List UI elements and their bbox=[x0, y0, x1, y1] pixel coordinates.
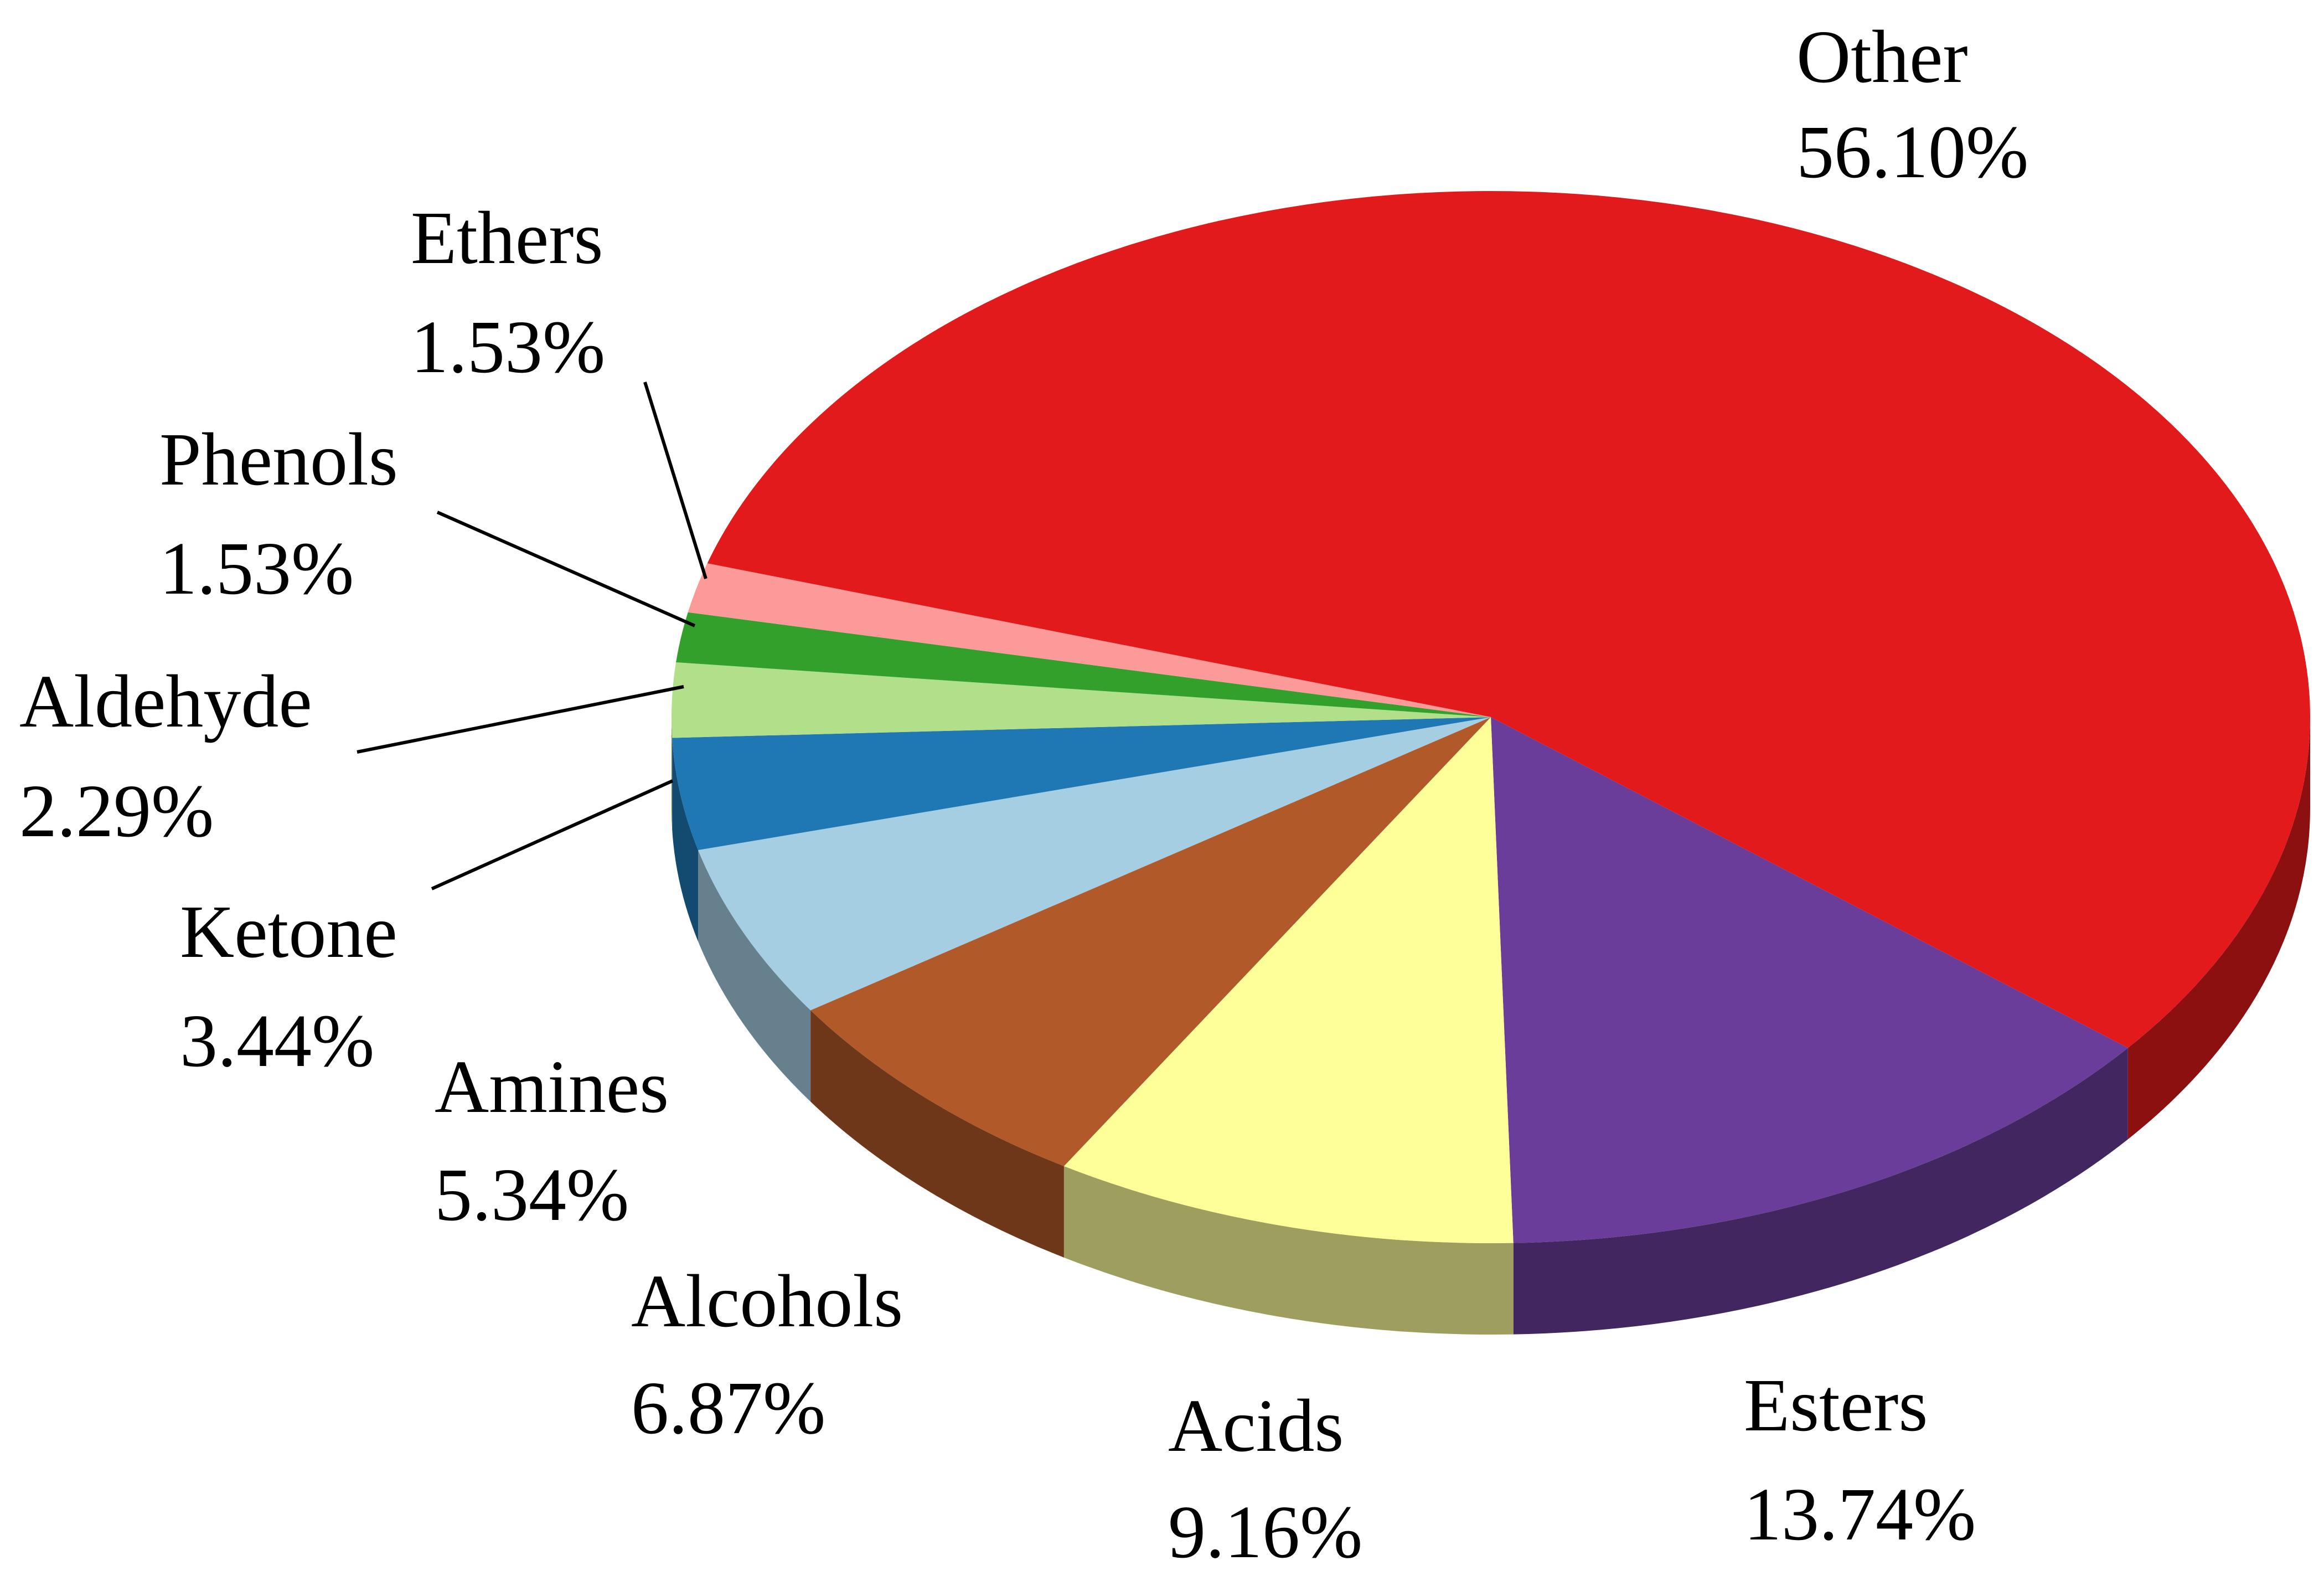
leader-line-ketone bbox=[431, 779, 674, 890]
slice-alcohols bbox=[810, 717, 1491, 1166]
pie-depth-layer bbox=[672, 717, 2310, 1335]
slice-name-esters: Esters bbox=[1744, 1364, 1928, 1447]
slice-value-phenols: 1.53% bbox=[159, 527, 354, 610]
slice-side-amines bbox=[698, 850, 811, 1102]
slice-label-alcohols: Alcohols 6.87% bbox=[631, 1260, 903, 1450]
slice-ethers bbox=[688, 563, 1491, 717]
slice-side-alcohols bbox=[810, 1010, 1064, 1258]
slice-name-phenols: Phenols bbox=[159, 418, 398, 501]
slice-acids bbox=[1063, 717, 1514, 1243]
leader-line-phenols bbox=[436, 511, 696, 627]
slice-name-aldehyde: Aldehyde bbox=[19, 660, 312, 743]
leader-lines bbox=[357, 382, 707, 890]
slice-name-ethers: Ethers bbox=[411, 197, 603, 280]
slice-value-alcohols: 6.87% bbox=[631, 1367, 825, 1450]
slice-value-ketone: 3.44% bbox=[180, 1000, 374, 1083]
slice-phenols bbox=[676, 612, 1491, 717]
slice-side-ketone bbox=[672, 738, 699, 942]
slice-value-aldehyde: 2.29% bbox=[19, 770, 214, 853]
slice-label-aldehyde: Aldehyde 2.29% bbox=[19, 660, 312, 853]
slice-name-ketone: Ketone bbox=[180, 890, 397, 974]
slice-name-alcohols: Alcohols bbox=[631, 1260, 903, 1343]
slice-label-phenols: Phenols 1.53% bbox=[159, 418, 398, 610]
slice-label-ethers: Ethers 1.53% bbox=[411, 197, 605, 389]
slice-value-amines: 5.34% bbox=[435, 1153, 629, 1237]
slice-value-acids: 9.16% bbox=[1168, 1491, 1362, 1574]
slice-name-amines: Amines bbox=[435, 1045, 669, 1129]
leader-line-aldehyde bbox=[357, 685, 684, 754]
slice-label-acids: Acids 9.16% bbox=[1168, 1384, 1362, 1574]
slice-label-other: Other 56.10% bbox=[1796, 16, 2028, 194]
pie-top-layer bbox=[672, 190, 2310, 1243]
slice-value-esters: 13.74% bbox=[1744, 1473, 1976, 1556]
slice-value-ethers: 1.53% bbox=[411, 306, 605, 389]
slice-label-esters: Esters 13.74% bbox=[1744, 1364, 1976, 1556]
slice-ketone bbox=[672, 717, 1491, 851]
slice-other bbox=[707, 190, 2310, 1048]
slice-name-other: Other bbox=[1796, 16, 1968, 99]
slice-side-acids bbox=[1063, 1166, 1514, 1335]
slice-label-amines: Amines 5.34% bbox=[435, 1045, 669, 1237]
slice-value-other: 56.10% bbox=[1796, 111, 2028, 194]
leader-line-ethers bbox=[643, 382, 707, 579]
slice-aldehyde bbox=[672, 662, 1491, 738]
slice-amines bbox=[698, 717, 1491, 1011]
slice-esters bbox=[1491, 717, 2128, 1243]
slice-side-other bbox=[2127, 717, 2310, 1140]
slice-label-ketone: Ketone 3.44% bbox=[180, 890, 397, 1083]
slice-side-esters bbox=[1513, 1048, 2128, 1335]
slice-name-acids: Acids bbox=[1168, 1384, 1344, 1467]
